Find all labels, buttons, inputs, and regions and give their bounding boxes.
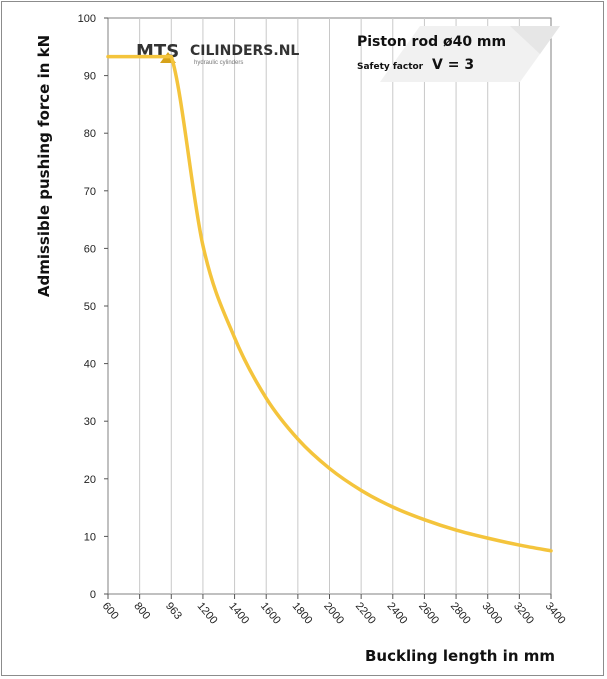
y-tick-label: 90 <box>84 71 96 83</box>
data-point <box>265 396 268 400</box>
data-point <box>106 55 110 58</box>
x-axis-ticks: 600 800 963 1200 1400 1600 1800 2000 2200 2400 260… <box>100 594 568 627</box>
logo-right-text: CILINDERS.NL <box>190 43 299 59</box>
y-tick-label: 100 <box>78 13 96 25</box>
data-point <box>328 467 331 470</box>
logo-swoosh <box>380 26 560 82</box>
data-point <box>423 518 426 521</box>
x-tick-label: 2000 <box>321 600 346 626</box>
x-tick-label: 2800 <box>448 600 473 626</box>
y-tick-label: 0 <box>90 589 96 601</box>
data-point <box>170 55 173 58</box>
x-tick-label: 1400 <box>226 600 251 626</box>
logo-swoosh-accent <box>510 26 560 54</box>
x-tick-label: 600 <box>100 600 121 622</box>
x-tick-label: 1800 <box>290 600 315 626</box>
y-tick-label: 70 <box>84 186 96 198</box>
data-point <box>359 489 363 492</box>
data-point <box>296 437 300 441</box>
series-layer <box>106 54 553 553</box>
x-tick-label: 1600 <box>258 600 283 626</box>
y-axis-title: Admissible pushing force in kN <box>35 35 53 297</box>
x-tick-label: 800 <box>131 600 152 622</box>
data-point <box>454 528 458 532</box>
y-tick-label: 10 <box>84 531 96 543</box>
grid-lines <box>139 18 520 594</box>
series-line <box>106 54 553 553</box>
x-axis-title: Buckling length in mm <box>365 647 555 665</box>
x-tick-label: 3200 <box>511 600 536 626</box>
y-tick-label: 30 <box>84 416 96 428</box>
x-tick-label: 963 <box>163 600 184 622</box>
annotation-safety-label: Safety factor <box>357 62 424 72</box>
data-point <box>391 505 394 509</box>
data-point <box>518 543 521 547</box>
y-axis-ticks: 0 10 20 30 40 50 60 70 80 90 100 <box>78 13 108 601</box>
y-tick-label: 20 <box>84 474 96 486</box>
annotation-line1: Piston rod ø40 mm <box>357 34 506 50</box>
y-tick-label: 80 <box>84 128 96 140</box>
x-tick-label: 1200 <box>195 600 220 626</box>
data-point <box>486 536 489 540</box>
x-tick-label: 3400 <box>543 600 568 626</box>
y-tick-label: 50 <box>84 301 96 313</box>
data-point <box>201 244 205 247</box>
logo-tagline: hydraulic cylinders <box>194 60 243 66</box>
y-tick-label: 60 <box>84 243 96 255</box>
y-tick-label: 40 <box>84 359 96 371</box>
logo: MTS CILINDERS.NL hydraulic cylinders <box>136 26 560 82</box>
x-tick-label: 2600 <box>416 600 441 626</box>
x-tick-label: 3000 <box>479 600 504 626</box>
data-point <box>233 336 236 339</box>
data-point <box>549 549 553 552</box>
annotation-safety-value: V = 3 <box>432 57 474 73</box>
x-tick-label: 2200 <box>353 600 378 626</box>
data-point <box>138 55 141 58</box>
x-tick-label: 2400 <box>384 600 409 626</box>
